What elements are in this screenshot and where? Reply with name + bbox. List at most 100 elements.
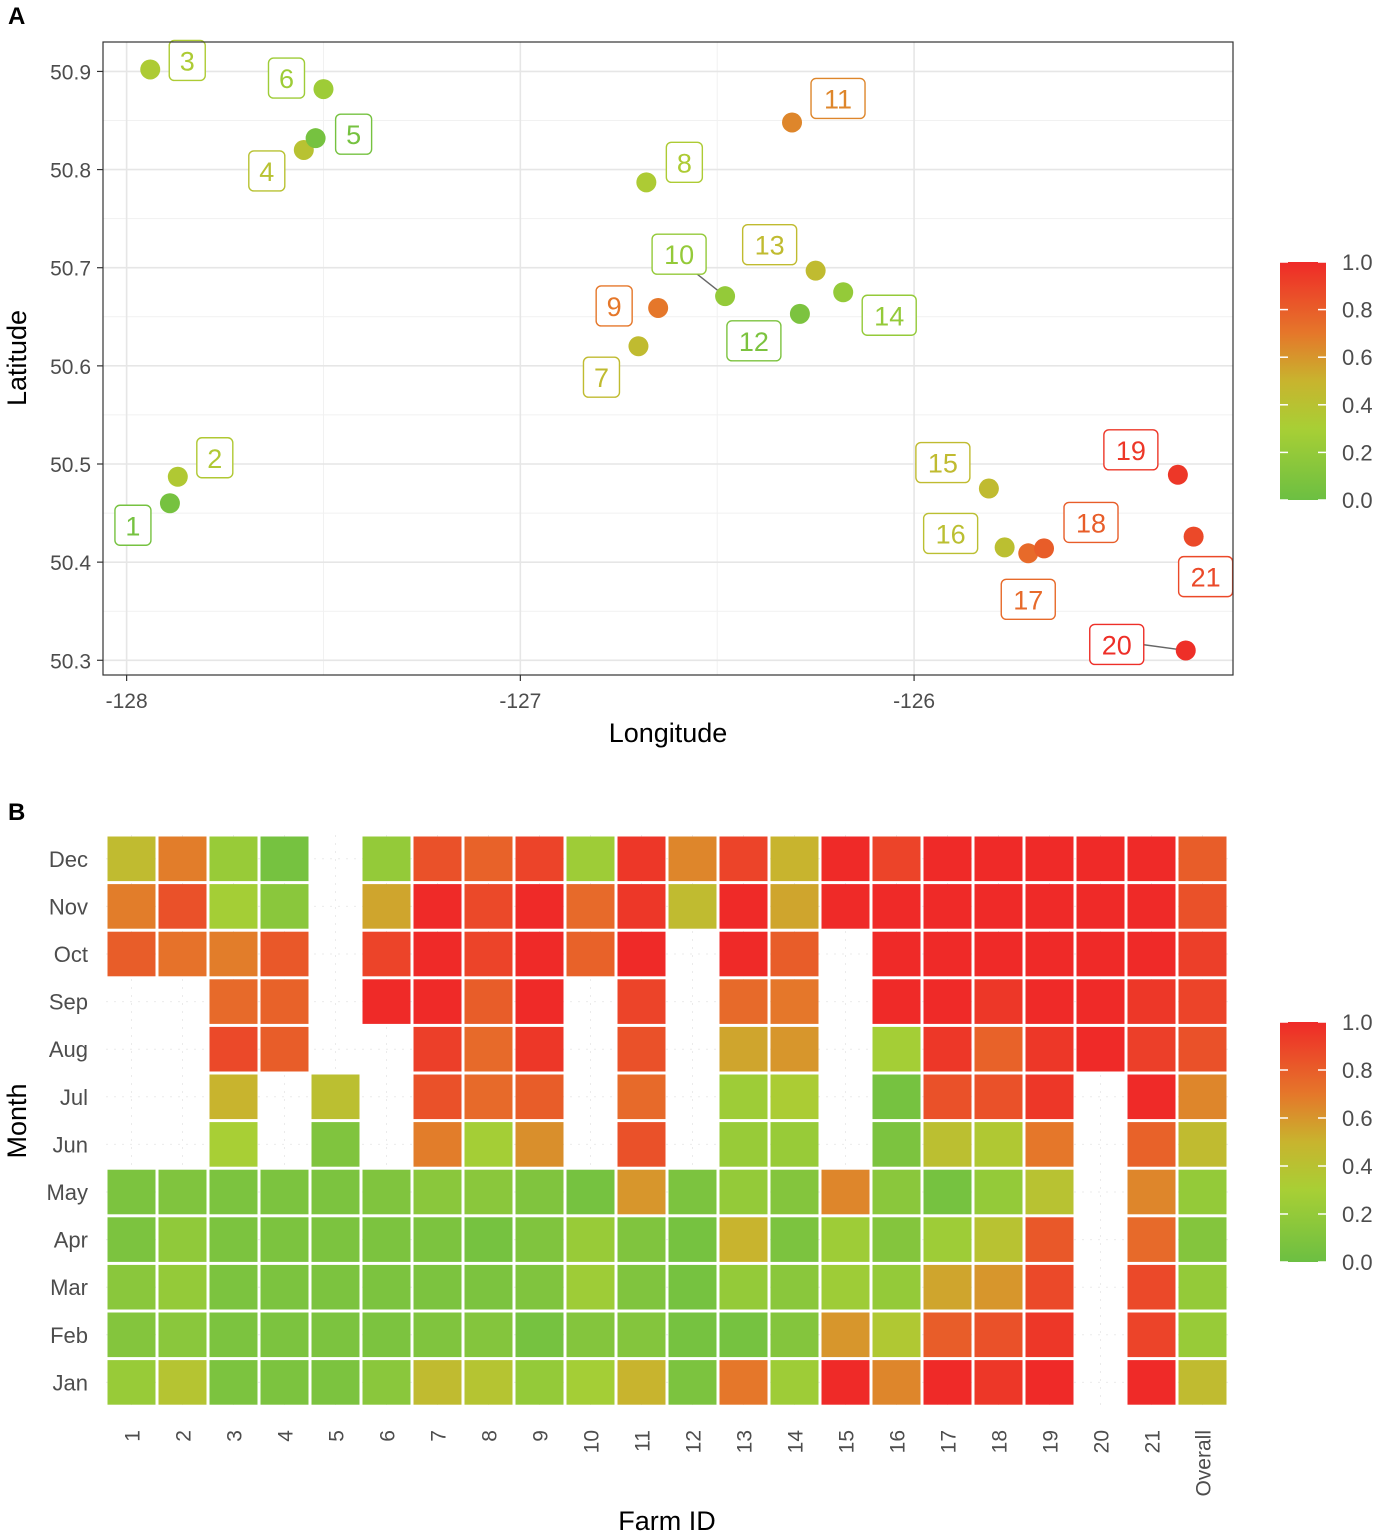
heatmap-cell	[260, 1217, 309, 1262]
heatmap-cell	[1127, 1360, 1176, 1405]
heatmap-cell	[311, 1169, 360, 1215]
heatmap-cell	[413, 836, 462, 882]
farm-point	[715, 286, 736, 307]
y-axis-title-b: Month	[2, 1083, 32, 1158]
heatmap-cell	[107, 836, 156, 882]
heatmap-cell	[566, 931, 615, 977]
legend-label-b: 0.4	[1342, 1154, 1373, 1179]
heatmap-cell	[362, 1264, 411, 1310]
heatmap-cell	[1076, 884, 1125, 929]
heatmap-cell	[209, 979, 258, 1024]
heatmap-cell	[770, 1074, 819, 1120]
month-label: Jun	[53, 1132, 88, 1157]
farm-label-box	[1103, 429, 1159, 471]
heatmap-cell	[566, 1217, 615, 1262]
farm-label-box	[810, 77, 866, 120]
heatmap-cell	[1025, 1217, 1074, 1262]
heatmap-cell	[1178, 836, 1227, 882]
heatmap-cell	[872, 931, 921, 977]
farm-label-box	[741, 223, 798, 266]
heatmap-cell	[311, 1217, 360, 1262]
heatmap-cell	[362, 979, 411, 1024]
heatmap-cell	[617, 1026, 666, 1072]
heatmap-cell	[1178, 1264, 1227, 1310]
farm-id-label: 15	[836, 1430, 859, 1453]
heatmap-cell	[1178, 1217, 1227, 1262]
farm-label-box	[651, 233, 707, 275]
legend-label-b: 0.2	[1342, 1202, 1373, 1227]
farm-label: 10	[664, 240, 694, 270]
heatmap-cell	[1025, 1026, 1074, 1072]
heatmap-cell	[719, 1169, 768, 1215]
heatmap-cell	[617, 1264, 666, 1310]
heatmap-cell	[413, 1074, 462, 1120]
month-label: Sep	[49, 990, 88, 1015]
heatmap-cell	[974, 931, 1023, 977]
heatmap-cell	[413, 1264, 462, 1310]
farm-label: 14	[874, 301, 904, 331]
legend-label-b: 0.8	[1342, 1058, 1373, 1083]
farm-label-box	[267, 57, 306, 99]
heatmap-cell	[974, 1360, 1023, 1405]
farm-point	[167, 466, 188, 487]
farm-label-box	[196, 437, 234, 479]
farm-id-label: 17	[938, 1430, 961, 1453]
heatmap-cell	[617, 1074, 666, 1120]
legend-label-a: 0.0	[1342, 488, 1373, 513]
heatmap-cell	[719, 1312, 768, 1358]
farm-id-label: 5	[326, 1430, 349, 1442]
farm-id-label: 18	[989, 1430, 1012, 1453]
heatmap-cell	[107, 1360, 156, 1405]
heatmap-cell	[515, 836, 564, 882]
x-axis-title-b: Farm ID	[618, 1506, 716, 1535]
heatmap-cell	[719, 1026, 768, 1072]
heatmap-cell	[566, 1360, 615, 1405]
farm-id-label: 20	[1091, 1430, 1114, 1453]
heatmap-cell	[209, 1312, 258, 1358]
heatmap-cell	[770, 979, 819, 1024]
farm-label: 2	[207, 444, 222, 474]
heatmap-cell	[260, 1026, 309, 1072]
heatmap-cell	[413, 1312, 462, 1358]
heatmap-cell	[719, 1074, 768, 1120]
month-label: Mar	[50, 1275, 88, 1300]
heatmap-cell	[668, 1264, 717, 1310]
heatmap-cell	[464, 1217, 513, 1262]
heatmap-cell	[1127, 1026, 1176, 1072]
heatmap-cell	[1127, 931, 1176, 977]
heatmap-cell	[770, 1026, 819, 1072]
heatmap-cell	[413, 1217, 462, 1262]
month-label: Apr	[54, 1228, 88, 1253]
farm-point	[159, 493, 180, 514]
legend-label-a: 0.4	[1342, 393, 1373, 418]
heatmap-cell	[923, 1122, 972, 1167]
heatmap-cell	[1025, 1074, 1074, 1120]
farm-label-box	[595, 285, 633, 327]
heatmap-cell	[566, 1264, 615, 1310]
heatmap-cell	[1127, 1312, 1176, 1358]
panel-a-letter: A	[8, 3, 25, 30]
farm-label: 6	[279, 64, 294, 94]
heatmap-cell	[464, 1264, 513, 1310]
y-tick-label-a: 50.3	[50, 650, 91, 673]
heatmap-cell	[311, 1122, 360, 1167]
farm-id-label: 6	[377, 1430, 400, 1442]
farm-id-label: 12	[683, 1430, 706, 1453]
heatmap-cell	[158, 1264, 207, 1310]
heatmap-cell	[770, 1217, 819, 1262]
heatmap-cell	[821, 884, 870, 929]
heatmap-cell	[413, 1169, 462, 1215]
heatmap-cell	[515, 1264, 564, 1310]
heatmap-cell	[362, 836, 411, 882]
heatmap-cell	[872, 1264, 921, 1310]
heatmap-cell	[515, 1074, 564, 1120]
heatmap-cell	[260, 1169, 309, 1215]
color-bar-b	[1280, 1022, 1326, 1262]
heatmap-cell	[515, 931, 564, 977]
heatmap-cell	[923, 884, 972, 929]
heatmap-cell	[260, 884, 309, 929]
farm-id-label: 7	[428, 1430, 451, 1442]
heatmap-cell	[923, 1169, 972, 1215]
heatmap-cell	[974, 836, 1023, 882]
